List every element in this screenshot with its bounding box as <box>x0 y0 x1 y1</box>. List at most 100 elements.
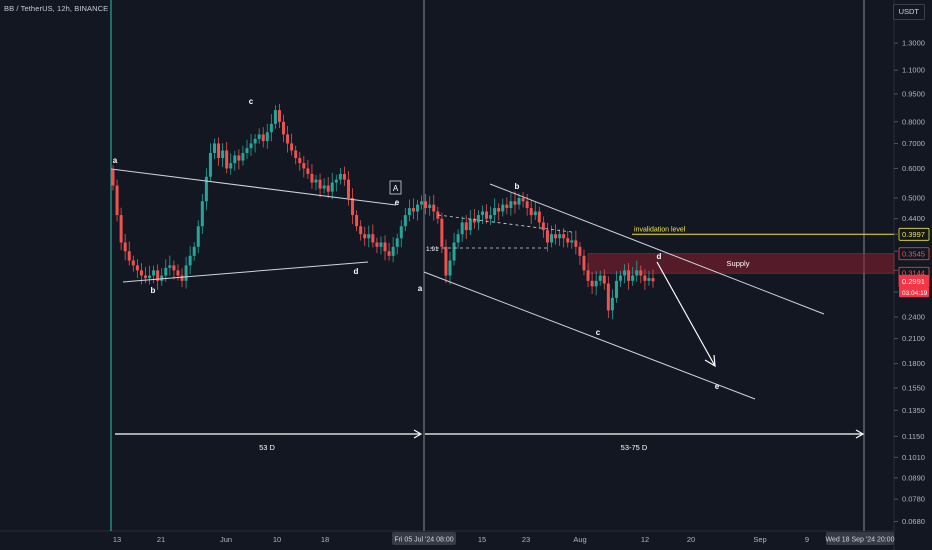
candle-body <box>525 201 529 209</box>
wedge-upper-trendline <box>489 183 825 315</box>
y-tick-label: 0.6000 <box>902 164 925 173</box>
candle-body <box>334 179 338 183</box>
candle-body <box>623 270 627 276</box>
wave-label-right: d <box>657 252 662 261</box>
countdown-tag <box>899 287 929 298</box>
candle-body <box>610 297 614 311</box>
candle-body <box>277 110 281 122</box>
candle-body <box>119 215 123 243</box>
price-tag-label: 0.3144 <box>902 269 925 278</box>
x-tick-label: 23 <box>522 535 530 544</box>
candle-body <box>476 215 480 223</box>
candle-body <box>570 240 574 243</box>
candle-body <box>265 132 269 142</box>
candle-body <box>562 234 566 239</box>
countdown-label: 03:04:19 <box>902 290 928 297</box>
y-tick-label: 0.2400 <box>902 313 925 322</box>
y-tick-label: 0.9500 <box>902 89 925 98</box>
candle-body <box>310 173 314 183</box>
crosshair-date-tag <box>392 532 456 545</box>
x-tick-label: Aug <box>573 535 586 544</box>
price-tag-yellow <box>898 227 930 241</box>
x-tick-label: 13 <box>113 535 121 544</box>
y-tick-label: 1.3000 <box>902 39 925 48</box>
candle-body <box>464 222 468 231</box>
candle-body <box>355 215 359 227</box>
candle-body <box>501 204 505 212</box>
wave-label-right: c <box>596 328 601 337</box>
candle-body <box>444 246 448 276</box>
candle-body <box>326 185 330 192</box>
end-date-label: Wed 18 Sep '24 20:00 <box>826 537 895 544</box>
candle-body <box>290 143 294 151</box>
triangle-upper-trendline <box>110 168 397 206</box>
y-tick-label: 0.7000 <box>902 139 925 148</box>
y-tick-label: 0.2100 <box>902 334 925 343</box>
candle-body <box>631 275 635 281</box>
candle-body <box>111 170 115 186</box>
candle-body <box>399 226 403 239</box>
candle-body <box>131 260 135 266</box>
candle-body <box>619 275 623 281</box>
candle-body <box>302 163 306 169</box>
candle-body <box>298 157 302 164</box>
candle-body <box>160 275 164 281</box>
candle-body <box>489 215 493 219</box>
wave-label-left: b <box>151 286 156 295</box>
invalidation-label: invalidation level <box>634 226 686 233</box>
candle-body <box>545 230 549 243</box>
candle-body <box>558 234 562 239</box>
candle-body <box>627 270 631 281</box>
candle-body <box>135 265 139 271</box>
candle-body <box>606 283 610 311</box>
candle-body <box>208 152 212 177</box>
candle-body <box>517 198 521 205</box>
candle-body <box>456 234 460 243</box>
y-tick-label: 0.8000 <box>902 117 925 126</box>
candle-body <box>541 222 545 231</box>
candle-body <box>192 246 196 256</box>
currency-button[interactable]: USDT <box>892 4 925 20</box>
candle-body <box>237 155 241 161</box>
candle-body <box>566 238 570 243</box>
candle-body <box>188 255 192 266</box>
candle-body <box>505 204 509 209</box>
candle-body <box>436 211 440 219</box>
x-tick-label: Sep <box>753 535 766 544</box>
candle-body <box>143 275 147 279</box>
candle-body <box>253 138 257 144</box>
candle-body <box>269 123 273 133</box>
candle-body <box>229 163 233 169</box>
candle-body <box>359 226 363 235</box>
candle-body <box>123 242 127 252</box>
candle-body <box>196 226 200 247</box>
candle-body <box>379 242 383 247</box>
candle-body <box>273 110 277 124</box>
candle-body <box>537 211 541 223</box>
candle-body <box>485 211 489 219</box>
candle-body <box>554 234 558 239</box>
price-tag-red <box>898 247 930 261</box>
candle-body <box>371 234 375 243</box>
candle-body <box>213 143 217 153</box>
candle-body <box>314 179 318 183</box>
x-tick-label: 15 <box>478 535 486 544</box>
y-tick-label: 0.1800 <box>902 359 925 368</box>
candle-body <box>521 198 525 202</box>
candle-body <box>497 208 501 212</box>
candle-body <box>200 201 204 227</box>
span-arrow-2-head <box>855 429 865 439</box>
crosshair-date-label: Fri 05 Jul '24 08:00 <box>394 537 453 544</box>
candle-body <box>549 234 553 243</box>
x-tick-label: 12 <box>641 535 649 544</box>
candle-body <box>480 211 484 216</box>
span-arrow-1-head <box>413 429 423 439</box>
candle-body <box>602 275 606 284</box>
y-tick-label: 0.1010 <box>902 453 925 462</box>
candle-body <box>375 242 379 247</box>
candle-body <box>574 240 578 247</box>
triangle-lower-trendline <box>122 261 369 283</box>
x-tick-label: Jun <box>220 535 232 544</box>
candle-body <box>578 246 582 256</box>
